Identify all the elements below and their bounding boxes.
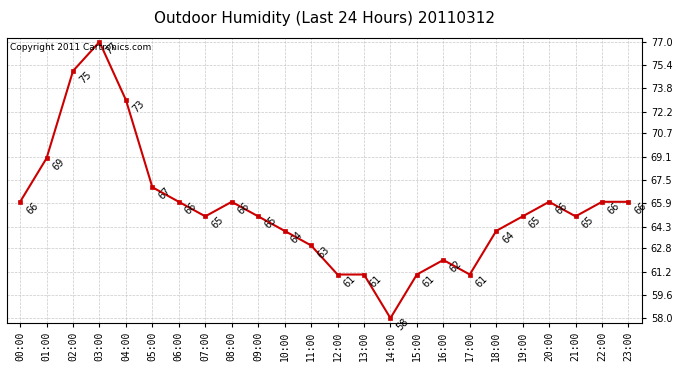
Text: 65: 65 — [580, 215, 595, 231]
Text: 75: 75 — [77, 69, 93, 86]
Text: 65: 65 — [210, 215, 225, 231]
Text: 69: 69 — [51, 157, 66, 173]
Text: 63: 63 — [315, 244, 331, 260]
Text: 66: 66 — [24, 201, 40, 216]
Text: 66: 66 — [633, 201, 649, 216]
Text: 64: 64 — [289, 230, 304, 245]
Text: 77: 77 — [104, 40, 119, 56]
Text: 73: 73 — [130, 99, 146, 114]
Text: 61: 61 — [421, 273, 437, 289]
Text: 61: 61 — [342, 273, 357, 289]
Text: 61: 61 — [474, 273, 490, 289]
Text: 66: 66 — [607, 201, 622, 216]
Text: Outdoor Humidity (Last 24 Hours) 20110312: Outdoor Humidity (Last 24 Hours) 2011031… — [154, 11, 495, 26]
Text: Copyright 2011 Cartronics.com: Copyright 2011 Cartronics.com — [10, 43, 151, 52]
Text: 58: 58 — [395, 317, 411, 333]
Text: 61: 61 — [368, 273, 384, 289]
Text: 65: 65 — [527, 215, 542, 231]
Text: 62: 62 — [448, 259, 463, 274]
Text: 64: 64 — [500, 230, 516, 245]
Text: 66: 66 — [553, 201, 569, 216]
Text: 66: 66 — [236, 201, 252, 216]
Text: 67: 67 — [157, 186, 172, 202]
Text: 65: 65 — [262, 215, 278, 231]
Text: 66: 66 — [183, 201, 199, 216]
